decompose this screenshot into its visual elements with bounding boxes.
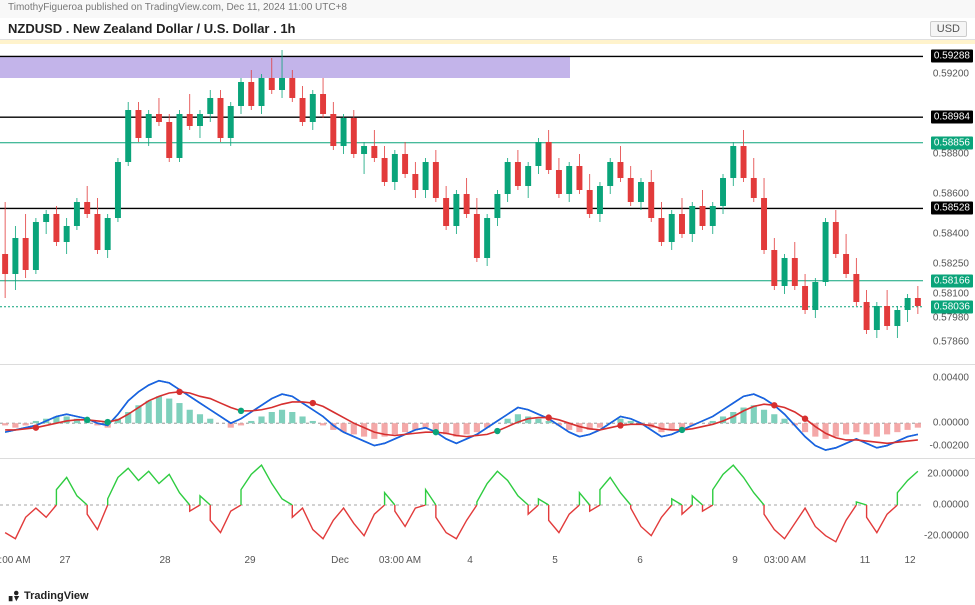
watermark: TradingView	[0, 587, 97, 605]
macd-pane[interactable]: 0.004000.00000-0.00200	[0, 364, 975, 458]
oscillator-pane[interactable]: 20.000000.00000-20.00000 :00 AM272829Dec…	[0, 458, 975, 568]
symbol-title: NZDUSD . New Zealand Dollar / U.S. Dolla…	[8, 21, 296, 36]
main-chart-pane[interactable]: 0.592000.589840.588560.588000.586000.585…	[0, 44, 975, 364]
chart-header: NZDUSD . New Zealand Dollar / U.S. Dolla…	[0, 18, 975, 40]
unit-badge[interactable]: USD	[930, 21, 967, 37]
tradingview-icon	[8, 590, 20, 602]
publish-bar: TimothyFigueroa published on TradingView…	[0, 0, 975, 18]
